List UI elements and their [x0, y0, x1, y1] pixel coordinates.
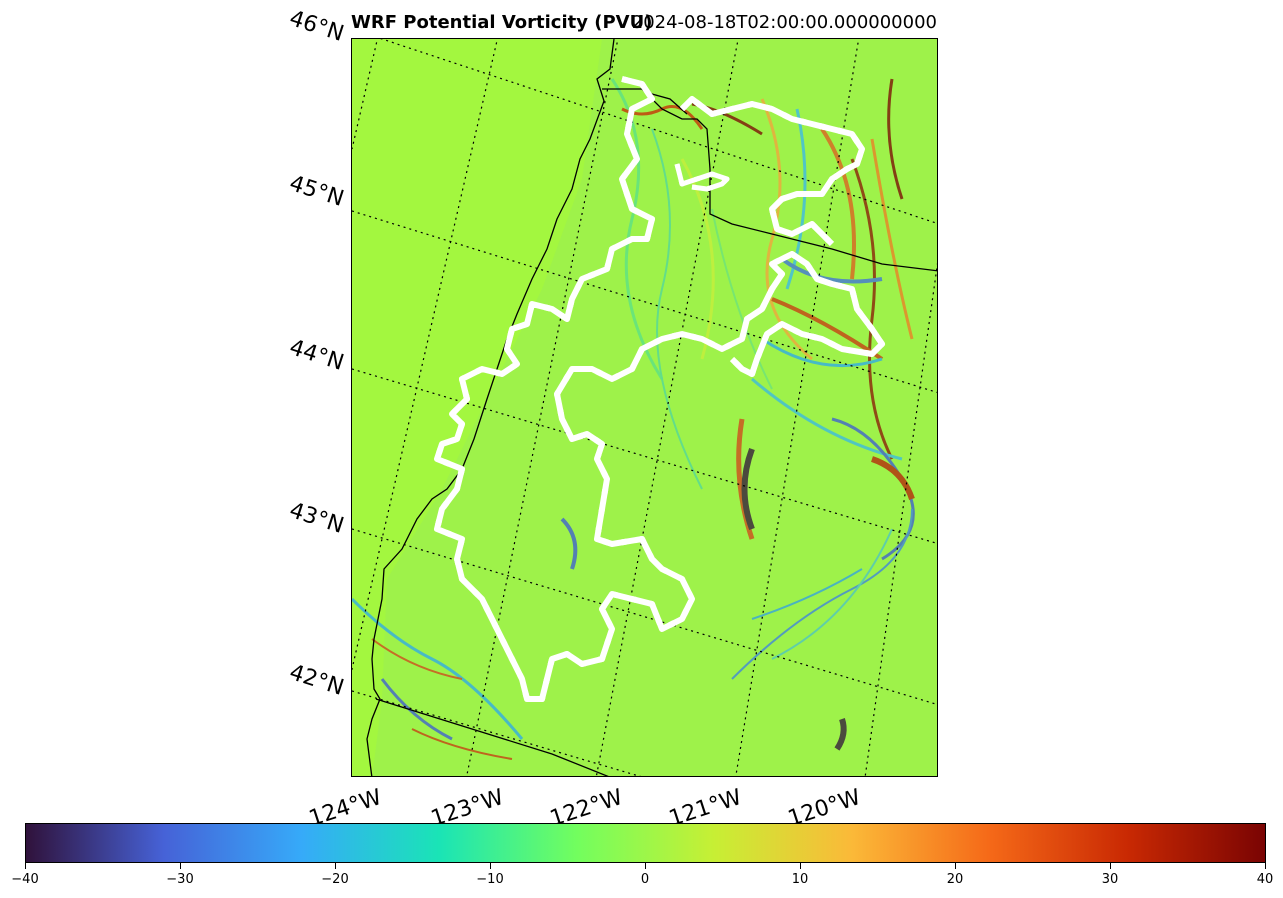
colorbar-tick [1265, 863, 1266, 869]
map-canvas [352, 39, 937, 776]
region-boundary [434, 79, 885, 702]
graticule [352, 39, 937, 776]
coastline-borders [366, 39, 937, 776]
pv-texture [352, 78, 915, 760]
land-field [372, 39, 937, 776]
map-panel [351, 38, 938, 777]
colorbar-tick-label: −30 [166, 872, 194, 887]
colorbar-tick [645, 863, 646, 869]
colorbar-tick [955, 863, 956, 869]
colorbar-tick-label: −20 [321, 872, 349, 887]
colorbar [25, 823, 1266, 863]
colorbar-tick-label: 20 [946, 872, 964, 887]
plot-title: WRF Potential Vorticity (PVU) [351, 12, 653, 33]
lat-label-44: 44°N [286, 335, 347, 376]
colorbar-tick [800, 863, 801, 869]
colorbar-tick-label: −10 [476, 872, 504, 887]
plot-timestamp: 2024-08-18T02:00:00.000000000 [631, 12, 937, 33]
colorbar-tick [1110, 863, 1111, 869]
colorbar-tick-label: 30 [1101, 872, 1119, 887]
lat-label-45: 45°N [286, 171, 347, 212]
colorbar-tick [25, 863, 26, 869]
colorbar-tick-label: 0 [640, 872, 650, 887]
lat-label-42: 42°N [286, 660, 347, 701]
colorbar-tick [335, 863, 336, 869]
colorbar-tick [180, 863, 181, 869]
colorbar-tick [490, 863, 491, 869]
colorbar-tick-label: −40 [11, 872, 39, 887]
colorbar-tick-label: 40 [1256, 872, 1274, 887]
lat-label-46: 46°N [286, 6, 347, 47]
lat-label-43: 43°N [286, 498, 347, 539]
colorbar-tick-label: 10 [791, 872, 809, 887]
